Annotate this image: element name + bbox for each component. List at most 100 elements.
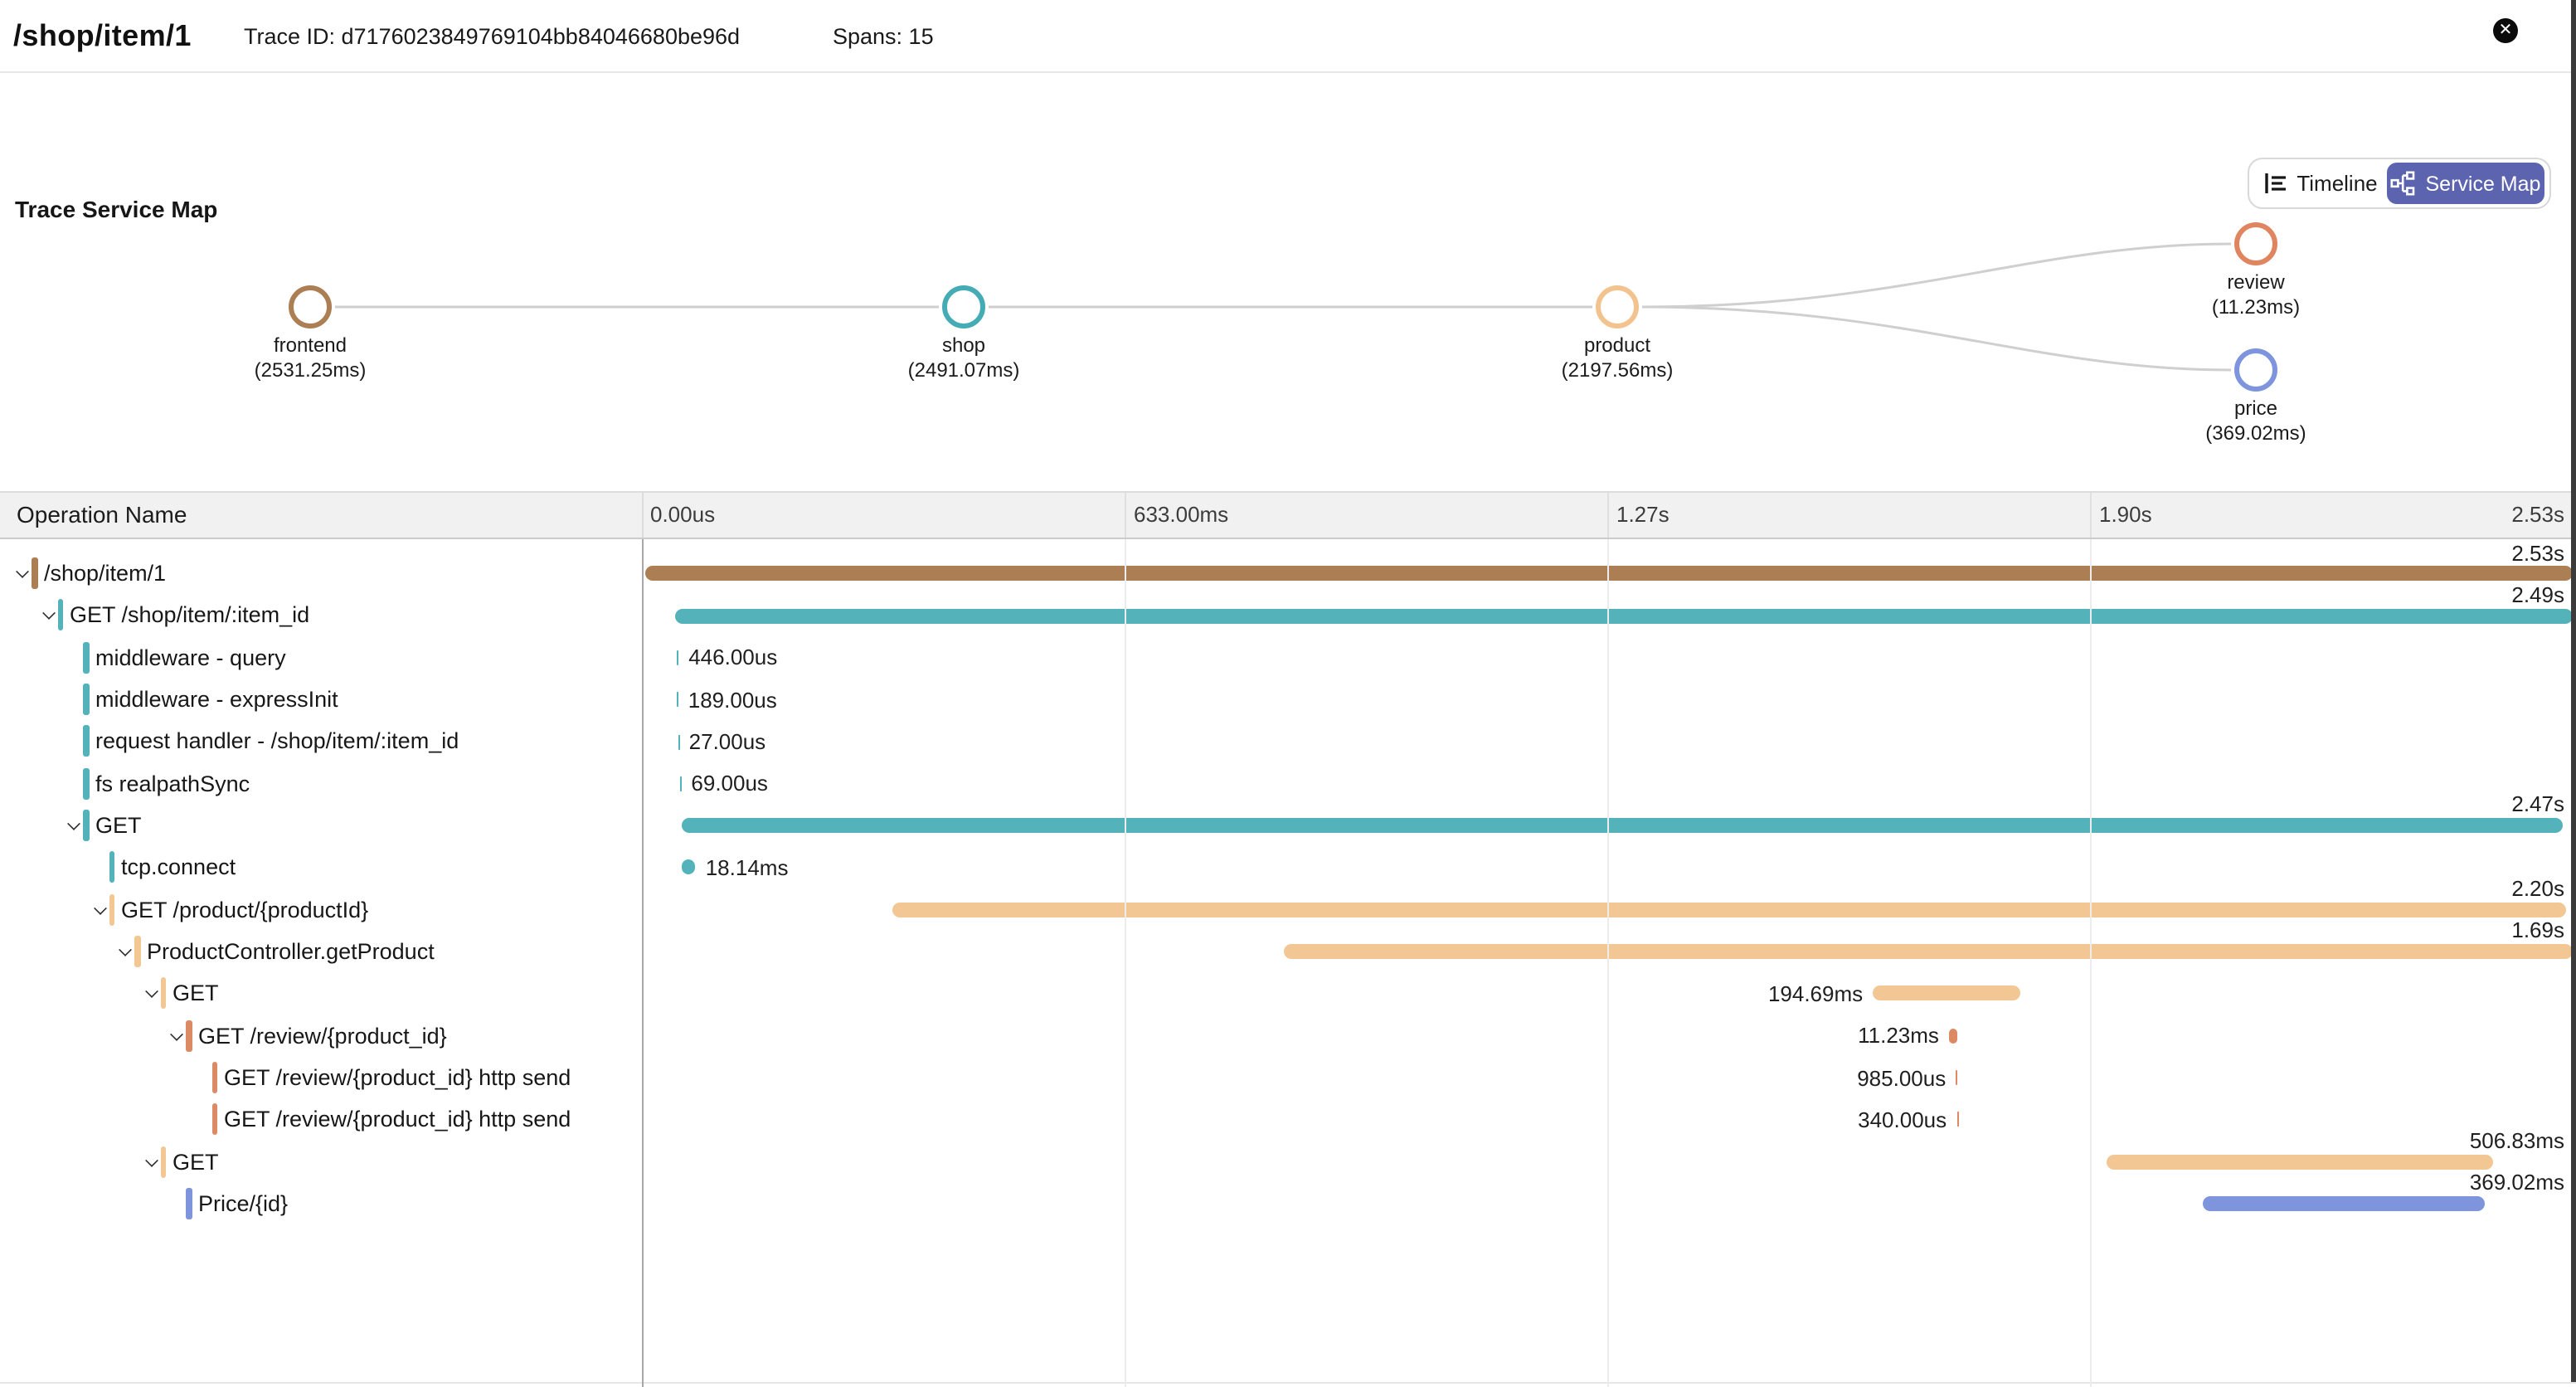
span-timeline-cell: 11.23ms <box>641 1015 2576 1057</box>
span-duration-bar[interactable] <box>674 608 2573 624</box>
span-duration-label: 27.00us <box>688 728 766 754</box>
span-row[interactable]: GET /product/{productId} 2.20s <box>0 876 2576 931</box>
spans-count: Spans: 15 <box>833 23 934 48</box>
span-row[interactable]: GET /shop/item/:item_id 2.49s <box>0 582 2576 637</box>
span-timeline-cell: 69.00us <box>641 762 2576 805</box>
chevron-down-icon[interactable] <box>144 1153 158 1167</box>
chevron-down-icon[interactable] <box>144 985 158 999</box>
column-separator <box>641 538 643 1387</box>
chevron-down-icon[interactable] <box>16 565 29 579</box>
right-border-strip <box>2570 0 2576 1382</box>
service-map-edges <box>335 242 2232 372</box>
tree-expand-toggle[interactable] <box>144 1153 160 1167</box>
chevron-down-icon[interactable] <box>41 607 55 620</box>
span-tree-cell: fs realpathSync <box>0 762 641 805</box>
span-row[interactable]: /shop/item/1 2.53s <box>0 540 2576 595</box>
span-row[interactable]: GET /review/{product_id} 11.23ms <box>0 1015 2576 1057</box>
tree-expand-toggle[interactable] <box>119 943 134 957</box>
service-map-node-label: review (11.23ms) <box>2211 270 2301 318</box>
span-duration-bar[interactable] <box>680 776 682 791</box>
timeline-tick: 633.00ms <box>1134 502 1229 528</box>
service-map-view-button[interactable]: Service Map <box>2387 163 2544 204</box>
span-duration-label: 194.69ms <box>1767 981 1864 1006</box>
waterfall-header: Operation Name 0.00us 633.00ms 1.27s 1.90s 2… <box>0 491 2576 538</box>
grid-line <box>1124 538 1125 1387</box>
span-duration-bar[interactable] <box>892 902 2567 917</box>
span-duration-bar[interactable] <box>682 859 696 875</box>
tree-expand-toggle[interactable] <box>144 985 160 999</box>
page-title: /shop/item/1 <box>13 18 192 51</box>
tree-expand-toggle[interactable] <box>93 901 109 915</box>
span-timeline-cell: 985.00us <box>641 1057 2576 1099</box>
grid-line <box>2089 493 2091 537</box>
tree-expand-toggle[interactable] <box>170 1027 186 1041</box>
span-duration-bar[interactable] <box>1956 1112 1958 1127</box>
span-row[interactable]: GET 194.69ms <box>0 973 2576 1015</box>
service-color-marker <box>186 1188 192 1220</box>
span-duration-bar[interactable] <box>2203 1196 2485 1212</box>
close-button[interactable]: ✕ <box>2493 18 2518 43</box>
span-row[interactable]: fs realpathSync 69.00us <box>0 762 2576 805</box>
grid-line <box>1124 493 1125 537</box>
span-duration-bar[interactable] <box>676 650 679 665</box>
tree-expand-toggle[interactable] <box>41 607 57 620</box>
span-row[interactable]: tcp.connect 18.14ms <box>0 847 2576 889</box>
service-map-node-product[interactable] <box>1596 285 1639 328</box>
span-duration-bar[interactable] <box>1873 986 2021 1001</box>
span-duration-label: 189.00us <box>688 687 777 713</box>
span-tree-cell: GET <box>0 1141 641 1183</box>
service-map-node-shop[interactable] <box>942 285 985 328</box>
span-tree-cell: GET <box>0 973 641 1015</box>
span-duration-bar[interactable] <box>2107 1154 2494 1170</box>
span-tree-cell: GET /product/{productId} <box>0 888 641 931</box>
span-duration-label: 2.20s <box>2511 876 2564 902</box>
service-map-node-frontend[interactable] <box>289 285 332 328</box>
chevron-down-icon[interactable] <box>67 817 80 831</box>
span-duration-bar[interactable] <box>1283 944 2574 960</box>
timeline-tick: 1.27s <box>1616 502 1670 528</box>
span-duration-bar[interactable] <box>1948 1028 1958 1044</box>
span-row[interactable]: ProductController.getProduct 1.69s <box>0 918 2576 973</box>
span-row[interactable]: GET 2.47s <box>0 792 2576 847</box>
trace-service-map-section: Trace Service Map Timeline Servic <box>0 73 2576 491</box>
span-duration-label: 506.83ms <box>2469 1128 2564 1154</box>
span-row[interactable]: GET 506.83ms <box>0 1128 2576 1183</box>
span-row[interactable]: middleware - expressInit 189.00us <box>0 679 2576 721</box>
span-name: tcp.connect <box>121 854 236 880</box>
service-color-marker <box>211 1103 217 1136</box>
span-timeline-cell: 2.53s <box>641 540 2576 595</box>
span-duration-label: 2.53s <box>2511 540 2564 565</box>
span-duration-bar[interactable] <box>682 818 2563 834</box>
span-row[interactable]: GET /review/{product_id} http send 985.00… <box>0 1057 2576 1099</box>
span-row[interactable]: middleware - query 446.00us <box>0 636 2576 679</box>
span-duration-label: 446.00us <box>688 645 778 670</box>
chevron-down-icon[interactable] <box>93 901 106 915</box>
service-map-button-label: Service Map <box>2425 172 2541 195</box>
view-toggle: Timeline Service Map <box>2248 158 2551 209</box>
span-timeline-cell: 2.47s <box>641 792 2576 847</box>
trace-id-text: Trace ID: d7176023849769104bb84046680be9… <box>244 23 741 48</box>
span-tree-cell: GET /shop/item/:item_id <box>0 595 641 637</box>
list-icon <box>2264 173 2286 193</box>
service-map-node-price[interactable] <box>2234 348 2277 392</box>
span-row[interactable]: GET /review/{product_id} http send 340.00… <box>0 1099 2576 1141</box>
chevron-down-icon[interactable] <box>170 1027 183 1041</box>
span-timeline-cell: 2.49s <box>641 582 2576 637</box>
span-timeline-cell: 446.00us <box>641 636 2576 679</box>
span-tree-cell: /shop/item/1 <box>0 552 641 595</box>
service-color-marker <box>83 684 89 716</box>
span-duration-bar[interactable] <box>1956 1070 1958 1086</box>
timeline-view-button[interactable]: Timeline <box>2254 163 2387 204</box>
span-duration-label: 2.49s <box>2511 582 2564 607</box>
chevron-down-icon[interactable] <box>119 943 132 957</box>
service-map-edge <box>1641 242 2232 309</box>
span-row[interactable]: Price/{id} 369.02ms <box>0 1170 2576 1225</box>
tree-expand-toggle[interactable] <box>67 817 83 831</box>
span-name: GET <box>173 1149 219 1175</box>
tree-expand-toggle[interactable] <box>16 565 32 579</box>
span-row[interactable]: request handler - /shop/item/:item_id 27.… <box>0 721 2576 763</box>
service-map-node-review[interactable] <box>2234 222 2277 265</box>
span-duration-bar[interactable] <box>645 566 2574 582</box>
service-color-marker <box>83 725 89 757</box>
